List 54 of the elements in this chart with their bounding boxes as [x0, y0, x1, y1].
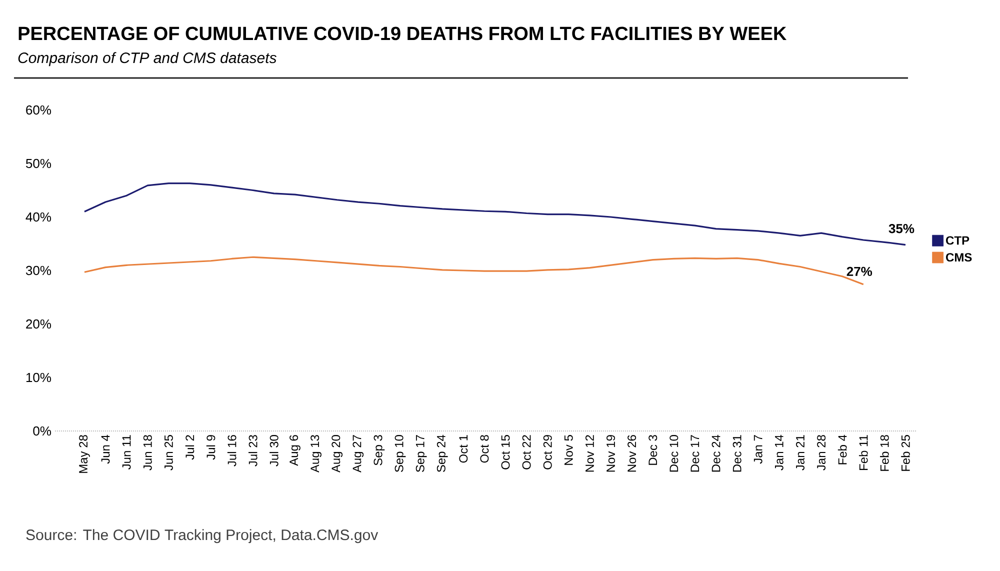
- y-tick-label: 10%: [26, 372, 52, 382]
- x-tick-label: Jul 23: [248, 435, 258, 466]
- x-tick-label: Jan 28: [817, 435, 826, 470]
- x-tick-label: Sep 3: [374, 435, 385, 466]
- x-tick-label: Aug 6: [290, 435, 300, 466]
- x-tick-label: Jul 2: [185, 435, 194, 460]
- chart-title: PERCENTAGE OF CUMULATIVE COVID-19 DEATHS FROM LTC FACILITIES BY WEEK: [18, 26, 787, 40]
- x-tick-label: Oct 22: [522, 435, 531, 470]
- x-tick-label: Aug 20: [332, 435, 343, 473]
- x-tick-label: Jun 4: [101, 434, 110, 464]
- x-tick-label: Nov 19: [606, 435, 616, 472]
- x-tick-label: Feb 18: [880, 435, 889, 471]
- x-tick-label: Aug 13: [310, 435, 322, 473]
- x-tick-label: Dec 10: [670, 435, 678, 472]
- x-tick-label: Dec 3: [648, 435, 658, 465]
- x-tick-label: Jan 14: [774, 434, 784, 470]
- annotation: 35%: [888, 224, 914, 234]
- source-note: Source: The COVID Tracking Project, Data.CMS.gov: [26, 529, 378, 544]
- x-tick-label: Oct 8: [480, 435, 489, 463]
- y-tick-label: 20%: [26, 319, 52, 329]
- legend-label: CMS: [946, 253, 972, 262]
- x-tick-label: May 28: [79, 435, 90, 473]
- x-tick-label: Jul 9: [206, 435, 216, 460]
- x-tick-label: Jan 21: [796, 435, 804, 470]
- y-tick-label: 30%: [26, 266, 52, 276]
- x-tick-label: Jul 16: [227, 435, 236, 466]
- x-tick-label: Nov 12: [585, 435, 594, 472]
- y-tick-label: 40%: [26, 212, 52, 222]
- x-tick-label: Sep 24: [436, 434, 448, 472]
- x-tick-label: Sep 10: [394, 435, 406, 472]
- chart-subtitle: Comparison of CTP and CMS datasets: [18, 52, 276, 66]
- x-tick-label: Oct 1: [459, 435, 468, 463]
- x-tick-label: Aug 27: [352, 435, 364, 473]
- x-tick-label: Nov 26: [628, 435, 636, 472]
- x-tick-label: Oct 15: [501, 435, 510, 470]
- x-tick-label: Feb 25: [901, 435, 910, 471]
- y-tick-label: 0%: [33, 426, 52, 436]
- x-tick-label: Jun 11: [122, 435, 131, 470]
- legend-label: CTP: [946, 236, 970, 245]
- y-tick-label: 60%: [26, 105, 52, 115]
- x-tick-label: Jun 18: [143, 435, 152, 470]
- annotation: 27%: [846, 266, 872, 276]
- x-tick-label: Nov 5: [564, 435, 573, 465]
- x-tick-label: Sep 17: [416, 435, 427, 472]
- x-tick-label: Jul 30: [270, 435, 278, 466]
- x-tick-label: Jan 7: [754, 435, 762, 464]
- x-tick-label: Dec 31: [732, 435, 742, 472]
- x-tick-label: Dec 24: [712, 434, 720, 472]
- y-tick-label: 50%: [26, 158, 52, 168]
- x-tick-label: Oct 29: [543, 435, 552, 470]
- x-tick-label: Feb 4: [838, 434, 847, 464]
- x-tick-label: Feb 11: [858, 435, 868, 470]
- x-tick-label: Jun 25: [164, 435, 173, 470]
- x-tick-label: Dec 17: [690, 435, 700, 472]
